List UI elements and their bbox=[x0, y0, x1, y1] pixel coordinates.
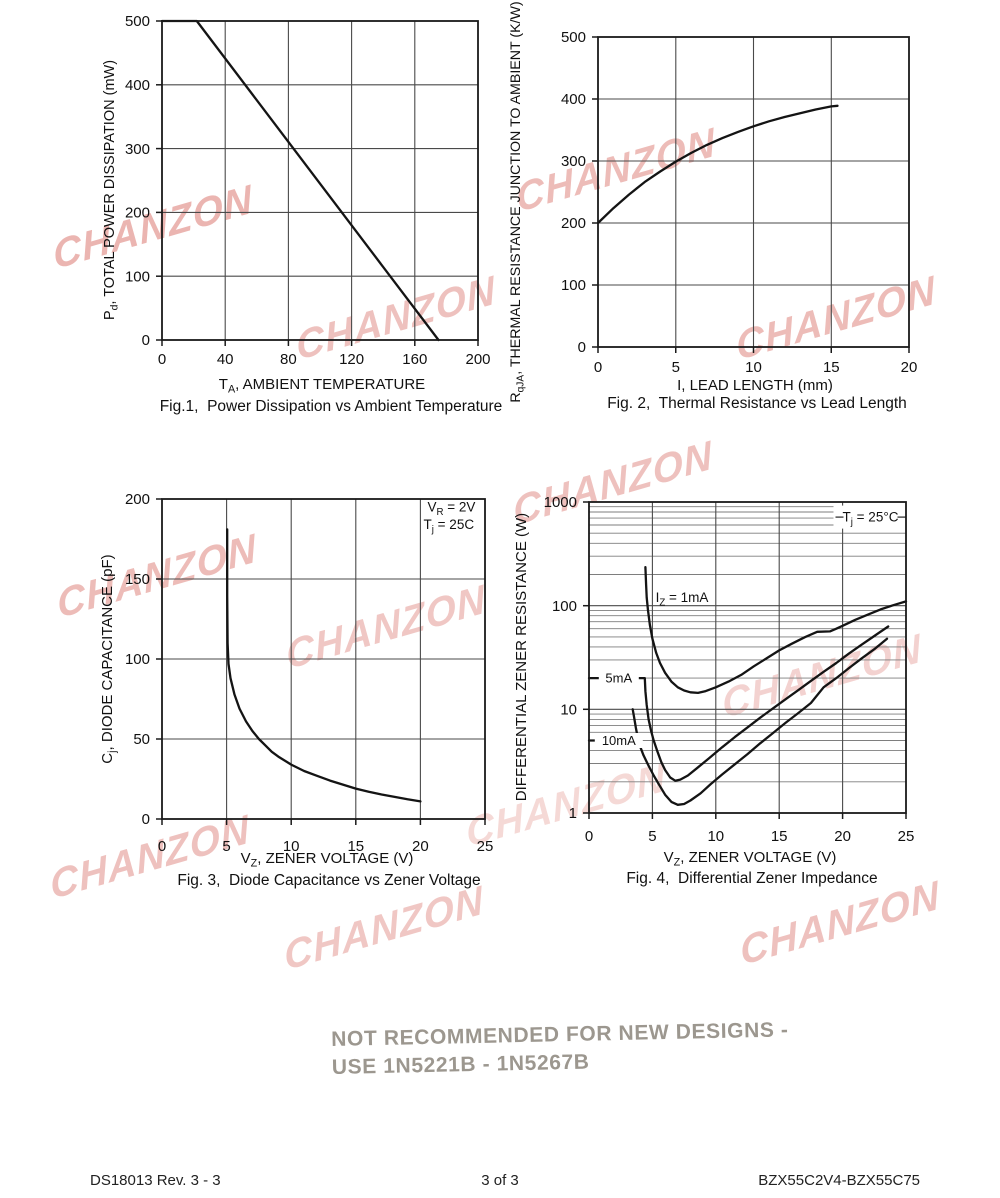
fig3-y-tick-label: 200 bbox=[125, 491, 150, 508]
fig3-caption: Fig. 3, Diode Capacitance vs Zener Volta… bbox=[177, 872, 480, 889]
fig2-x-tick-label: 0 bbox=[594, 359, 602, 376]
fig4-y-tick-label: 100 bbox=[552, 598, 577, 615]
fig4-x-tick-label: 5 bbox=[648, 828, 656, 845]
fig1-y-tick-label: 500 bbox=[125, 13, 150, 30]
fig4-chart: IZ = 1mA 5mA 10mA Tj = 25°C 0 5 10 15 20 25 1 10 100… bbox=[513, 494, 914, 887]
fig1-caption: Fig.1, Power Dissipation vs Ambient Temp… bbox=[160, 398, 503, 415]
fig4-annotation: IZ = 1mA bbox=[656, 590, 709, 609]
fig3-x-axis-title: VZ, ZENER VOLTAGE (V) bbox=[241, 850, 414, 870]
footer-page-number: 3 of 3 bbox=[481, 1172, 519, 1189]
fig1-y-axis-title: Pd, TOTAL POWER DISSIPATION (mW) bbox=[102, 60, 121, 320]
fig4-plot-border bbox=[588, 501, 907, 814]
annotation-mask bbox=[598, 670, 639, 686]
annotation-mask bbox=[594, 733, 643, 748]
fig3-annotation: VR = 2V bbox=[427, 500, 475, 518]
fig3-x-tick-label: 25 bbox=[477, 838, 494, 855]
fig4-annotation: 10mA bbox=[602, 733, 636, 748]
page-footer: DS18013 Rev. 3 - 3 3 of 3 BZX55C2V4-BZX5… bbox=[0, 1172, 1000, 1194]
fig4-y-tick-label: 1 bbox=[569, 805, 577, 822]
fig4-series-Iz-1mA bbox=[644, 566, 908, 695]
fig3-x-tick-label: 0 bbox=[158, 838, 166, 855]
fig2-caption: Fig. 2, Thermal Resistance vs Lead Lengt… bbox=[607, 395, 907, 412]
fig1-series-power-derating bbox=[160, 19, 440, 342]
fig3-y-tick-label: 0 bbox=[142, 811, 150, 828]
fig3-x-tick-label: 20 bbox=[412, 838, 429, 855]
fig2-y-axis-title: RqJA, THERMAL RESISTANCE JUNCTION TO AMB… bbox=[508, 1, 527, 402]
fig4-series-Iz-10mA bbox=[631, 637, 889, 806]
fig4-x-tick-label: 15 bbox=[771, 828, 788, 845]
fig4-annotation: Tj = 25°C bbox=[843, 510, 899, 529]
annotation-mask bbox=[833, 505, 908, 529]
fig1-x-axis-title: TA, AMBIENT TEMPERATURE bbox=[219, 376, 425, 396]
fig4-y-tick-label: 10 bbox=[560, 702, 577, 719]
fig4-x-tick-label: 10 bbox=[707, 828, 724, 845]
fig2-y-tick-label: 0 bbox=[578, 339, 586, 356]
fig2-y-tick-label: 500 bbox=[561, 29, 586, 46]
fig4-x-tick-label: 20 bbox=[834, 828, 851, 845]
fig3-series-diode-capacitance bbox=[226, 528, 422, 803]
fig1-x-tick-label: 80 bbox=[280, 351, 297, 368]
fig2-y-tick-label: 300 bbox=[561, 153, 586, 170]
fig3-x-tick-label: 10 bbox=[283, 838, 300, 855]
fig2-x-axis-title: I, LEAD LENGTH (mm) bbox=[677, 377, 833, 394]
fig4-caption: Fig. 4, Differential Zener Impedance bbox=[626, 870, 877, 887]
fig3-y-tick-label: 50 bbox=[133, 731, 150, 748]
fig4-y-tick-label: 1000 bbox=[544, 494, 577, 511]
fig4-annotation: 5mA bbox=[605, 671, 632, 686]
fig3-x-tick-label: 15 bbox=[347, 838, 364, 855]
fig2-x-tick-label: 15 bbox=[823, 359, 840, 376]
fig2-x-tick-label: 10 bbox=[745, 359, 762, 376]
footer-doc-rev: DS18013 Rev. 3 - 3 bbox=[90, 1172, 221, 1189]
fig1-y-tick-label: 400 bbox=[125, 77, 150, 94]
fig1-y-tick-label: 0 bbox=[142, 332, 150, 349]
fig2-y-tick-label: 100 bbox=[561, 277, 586, 294]
fig1-chart: 0 40 80 120 160 200 0 100 200 300 400 500 TA, AMBIEN… bbox=[102, 13, 502, 415]
fig2-y-tick-label: 400 bbox=[561, 91, 586, 108]
fig2-x-tick-label: 20 bbox=[901, 359, 918, 376]
fig1-plot-border bbox=[161, 20, 479, 341]
fig2-y-tick-label: 200 bbox=[561, 215, 586, 232]
not-recommended-notice: NOT RECOMMENDED FOR NEW DESIGNS - USE 1N… bbox=[331, 1016, 789, 1082]
fig3-y-axis-title: Cj, DIODE CAPACITANCE (pF) bbox=[99, 554, 119, 763]
fig4-x-tick-label: 25 bbox=[898, 828, 915, 845]
fig3-y-tick-label: 150 bbox=[125, 571, 150, 588]
fig1-x-tick-label: 200 bbox=[465, 351, 490, 368]
footer-part-range: BZX55C2V4-BZX55C75 bbox=[758, 1172, 920, 1189]
fig1-x-tick-label: 160 bbox=[402, 351, 427, 368]
fig4-x-tick-label: 0 bbox=[585, 828, 593, 845]
fig2-series-thermal-resistance bbox=[596, 104, 839, 225]
fig3-x-tick-label: 5 bbox=[222, 838, 230, 855]
fig2-x-tick-label: 5 bbox=[672, 359, 680, 376]
fig1-y-tick-label: 200 bbox=[125, 205, 150, 222]
fig1-x-tick-label: 0 bbox=[158, 351, 166, 368]
fig1-x-tick-label: 120 bbox=[339, 351, 364, 368]
fig1-y-tick-label: 300 bbox=[125, 141, 150, 158]
fig1-x-tick-label: 40 bbox=[217, 351, 234, 368]
fig4-y-axis-title: DIFFERENTIAL ZENER RESISTANCE (W) bbox=[513, 513, 530, 801]
fig1-y-tick-label: 100 bbox=[125, 268, 150, 285]
fig3-annotation: Tj = 25C bbox=[424, 517, 475, 536]
fig4-series-Iz-5mA bbox=[587, 625, 890, 782]
fig4-x-axis-title: VZ, ZENER VOLTAGE (V) bbox=[664, 849, 837, 869]
fig3-y-tick-label: 100 bbox=[125, 651, 150, 668]
